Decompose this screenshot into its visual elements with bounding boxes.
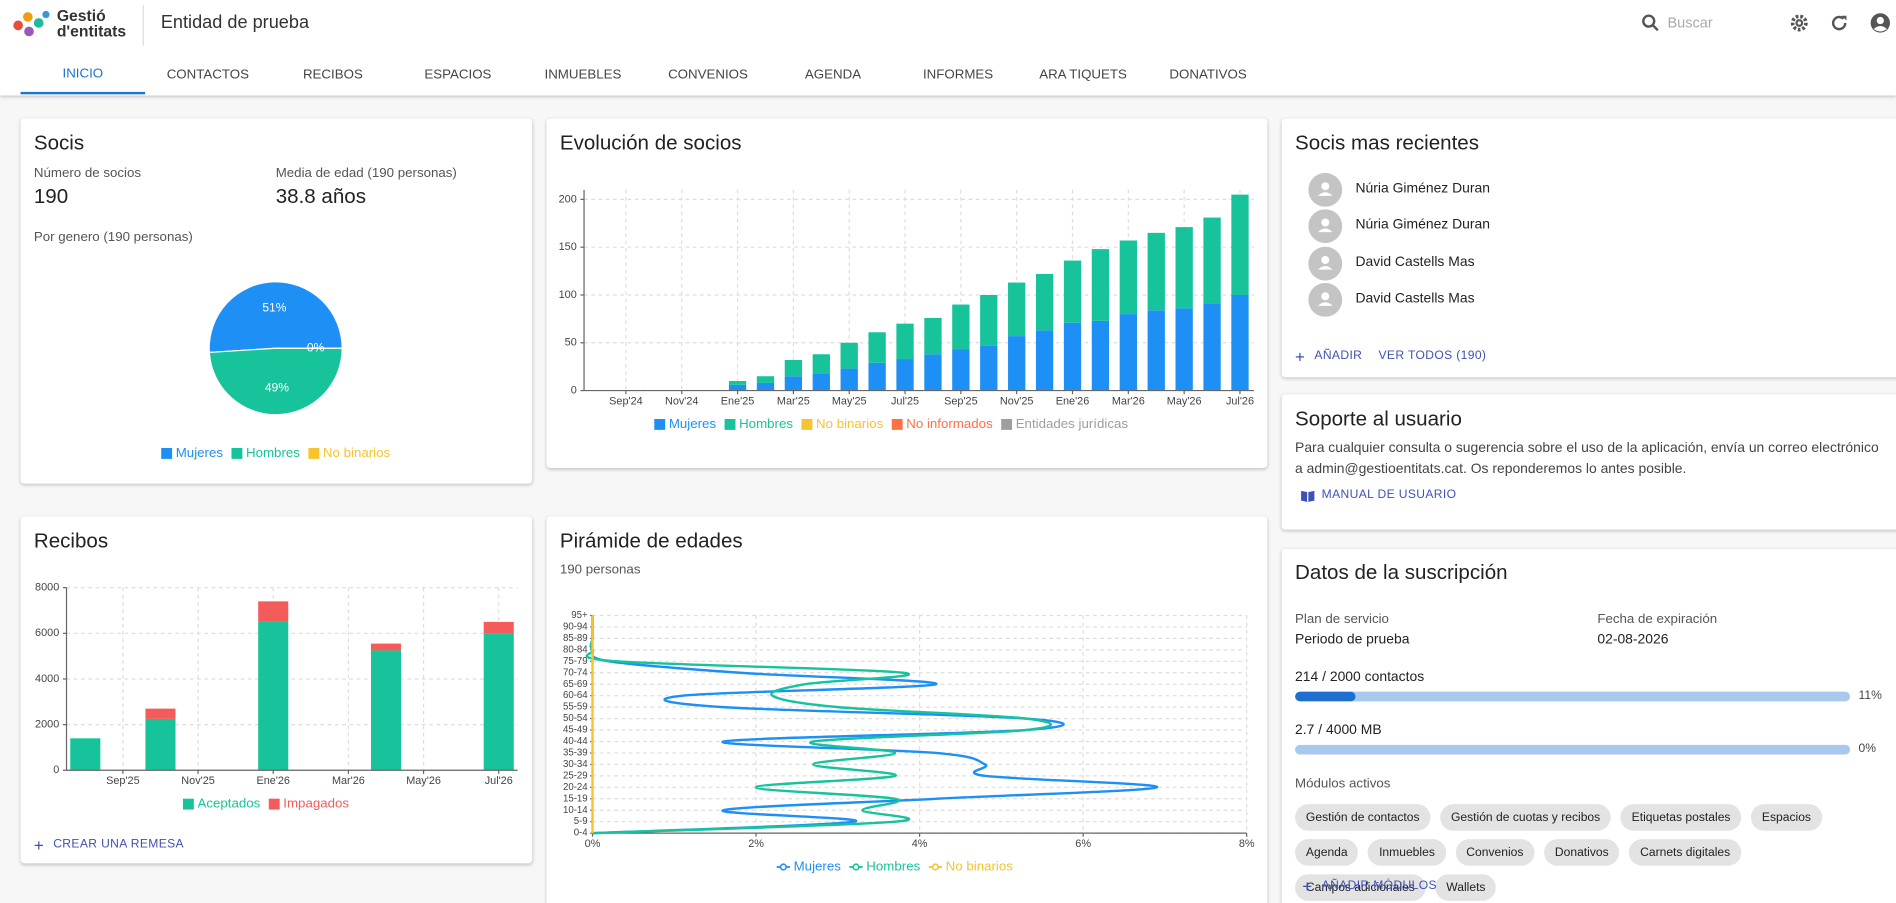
pyramid-card <box>546 516 1268 903</box>
stat-value: 190 <box>33 184 69 208</box>
module-chip: Gestión de cuotas y recibos <box>1440 804 1612 831</box>
nav-tab[interactable]: ESPACIOS <box>424 67 492 82</box>
avatar <box>1308 282 1343 317</box>
support-text: Para cualquier consulta o sugerencia sob… <box>1295 441 1879 477</box>
nav-tab[interactable]: CONTACTOS <box>166 67 249 82</box>
card-title: Socis <box>33 131 85 155</box>
module-chip: Donativos <box>1544 839 1620 866</box>
nav-tab[interactable]: INFORMES <box>922 67 994 82</box>
evolution-card <box>546 118 1268 468</box>
nav-tab[interactable]: INICIO <box>20 54 146 95</box>
module-chip: Etiquetas postales <box>1620 804 1742 831</box>
progress-track <box>1295 691 1851 702</box>
search-input[interactable]: Buscar <box>1667 14 1713 32</box>
divider <box>142 4 144 46</box>
nav-tab[interactable]: RECIBOS <box>302 67 363 82</box>
module-chip: Espacios <box>1751 804 1822 831</box>
field-label: Plan de servicio <box>1295 612 1389 627</box>
module-chip: Gestión de contactos <box>1295 804 1431 831</box>
member-name[interactable]: Núria Giménez Duran <box>1355 181 1490 197</box>
plus-icon[interactable]: + <box>33 835 44 855</box>
progress-label: 11% <box>1858 689 1882 703</box>
view-all-button[interactable]: VER TODOS (190) <box>1378 349 1487 363</box>
nav-tab[interactable]: CONVENIOS <box>668 67 748 82</box>
plus-icon[interactable]: + <box>1295 346 1305 366</box>
avatar <box>1308 172 1343 207</box>
module-chip: Wallets <box>1435 874 1497 901</box>
search-icon[interactable] <box>1641 13 1660 32</box>
nav-tab[interactable]: AGENDA <box>804 67 862 82</box>
field-label: Fecha de expiración <box>1597 612 1718 627</box>
member-name[interactable]: David Castells Mas <box>1355 291 1475 306</box>
module-chip: Agenda <box>1295 839 1359 866</box>
usage-label: 214 / 2000 contactos <box>1295 670 1425 685</box>
account-icon[interactable] <box>1869 12 1891 34</box>
field-label: Módulos activos <box>1295 776 1391 792</box>
stat-label: Media de edad (190 personas) <box>275 166 457 181</box>
logo-icon <box>13 10 50 37</box>
stat-value: 38.8 años <box>275 184 367 208</box>
module-chip: Campos adicionales <box>1295 874 1426 901</box>
card-title: Datos de la suscripción <box>1295 560 1508 584</box>
card-title: Soporte al usuario <box>1295 407 1462 431</box>
add-modules-button[interactable]: AÑADIR MÓDULOS <box>1321 879 1437 893</box>
module-chip: Inmuebles <box>1368 839 1446 866</box>
plus-icon[interactable]: + <box>1302 876 1313 896</box>
recent-card <box>1281 118 1896 378</box>
refresh-icon[interactable] <box>1830 13 1849 32</box>
avatar <box>1308 209 1343 244</box>
module-chip: Carnets digitales <box>1629 839 1742 866</box>
progress-label: 0% <box>1858 742 1877 756</box>
nav-tab[interactable]: INMUEBLES <box>544 67 622 82</box>
usage-label: 2.7 / 4000 MB <box>1295 723 1382 738</box>
chart-subtitle: 190 personas <box>559 562 641 578</box>
progress-fill <box>1295 691 1357 702</box>
field-value: 02-08-2026 <box>1597 632 1669 648</box>
member-name[interactable]: David Castells Mas <box>1355 254 1475 270</box>
card-title: Socis mas recientes <box>1295 131 1480 155</box>
book-icon[interactable] <box>1300 489 1316 504</box>
logo-text: d'entitats <box>56 22 127 41</box>
avatar <box>1308 246 1343 281</box>
manual-button[interactable]: MANUAL DE USUARIO <box>1321 488 1457 502</box>
module-chip: Convenios <box>1455 839 1535 866</box>
nav-tab[interactable]: DONATIVOS <box>1169 67 1247 82</box>
field-value: Periodo de prueba <box>1295 632 1410 648</box>
create-remittance-button[interactable]: CREAR UNA REMESA <box>53 837 184 852</box>
chart-title: Por genero (190 personas) <box>33 230 193 245</box>
entity-name: Entidad de prueba <box>160 12 310 33</box>
module-list: Gestión de contactos Gestión de cuotas y … <box>1295 804 1863 901</box>
chart-title: Pirámide de edades <box>559 529 743 553</box>
progress-track <box>1295 744 1851 755</box>
add-member-button[interactable]: AÑADIR <box>1314 349 1363 363</box>
nav-tab[interactable]: ARA TIQUETS <box>1039 67 1127 82</box>
logo-text: Gestió <box>56 6 106 25</box>
member-name[interactable]: Núria Giménez Duran <box>1355 218 1490 233</box>
header: Gestió d'entitats Entidad de prueba Busc… <box>0 0 1896 96</box>
support-card <box>1281 394 1896 530</box>
chart-title: Recibos <box>33 529 109 553</box>
chart-title: Evolución de socios <box>559 131 742 155</box>
receipts-card <box>20 516 533 864</box>
stat-label: Número de socios <box>33 166 142 181</box>
settings-icon[interactable] <box>1790 13 1809 32</box>
